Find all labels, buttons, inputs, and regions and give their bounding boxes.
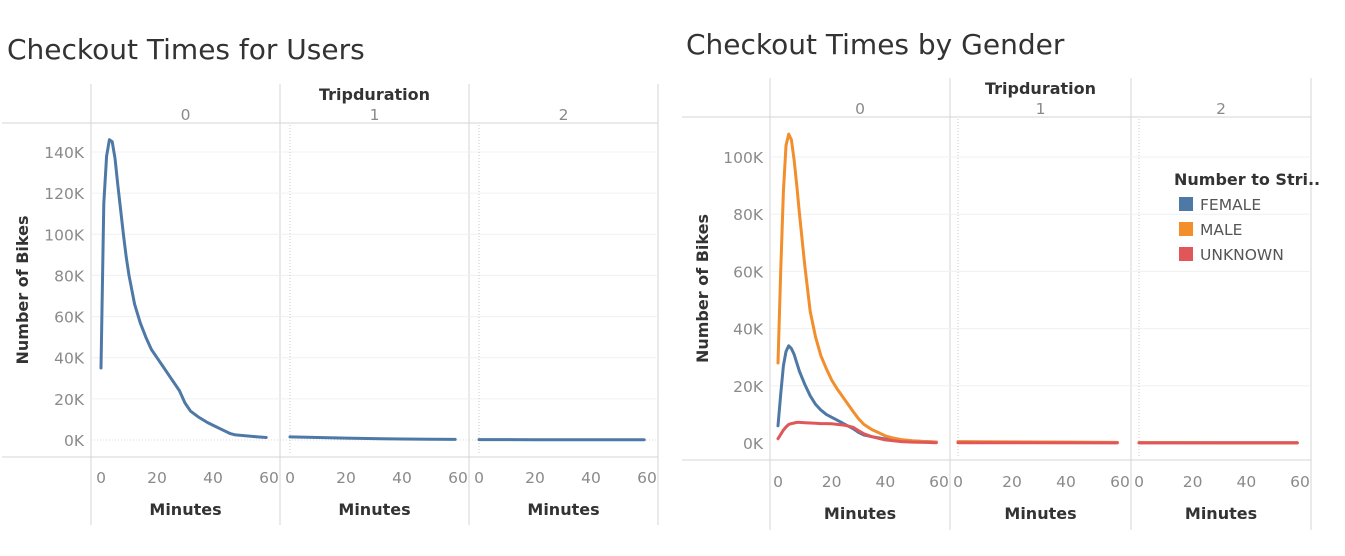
chart2-ytick-label: 100K (723, 149, 764, 167)
chart2-series-female-line (776, 344, 938, 444)
chart2-series-male-line (776, 132, 938, 444)
chart1-ytick-label: 60K (54, 309, 85, 327)
chart1-ytick-label: 0K (64, 432, 85, 450)
chart1-xtick-label: 0 (474, 469, 484, 487)
chart1-xtick-label: 20 (525, 469, 545, 487)
chart1-xlabel: Minutes (338, 500, 410, 519)
chart-2-title: Checkout Times by Gender (686, 28, 1065, 61)
chart2-ylabel: Number of Bikes (693, 214, 712, 363)
chart1-xtick-label: 40 (581, 469, 601, 487)
chart1-ytick-label: 140K (44, 144, 85, 162)
chart1-xlabel: Minutes (149, 500, 221, 519)
chart2-xtick-label: 40 (1236, 473, 1256, 491)
chart2-xtick-label: 20 (822, 473, 842, 491)
chart2-xtick-label: 0 (1134, 473, 1144, 491)
chart1-xtick-label: 20 (336, 469, 356, 487)
chart2-legend-title: Number to Stri.. (1174, 170, 1320, 189)
chart1-ytick-label: 40K (54, 350, 85, 368)
chart2-xtick-label: 40 (875, 473, 895, 491)
chart1-ylabel: Number of Bikes (13, 215, 32, 364)
chart2-ytick-label: 20K (733, 378, 764, 396)
chart1-series-users-line (288, 435, 457, 441)
chart1-xtick-label: 40 (392, 469, 412, 487)
chart2-xtick-label: 20 (1002, 473, 1022, 491)
chart2-legend-swatch-female (1179, 197, 1193, 211)
chart1-xtick-label: 60 (448, 469, 468, 487)
chart2-legend-label-male: MALE (1200, 221, 1242, 239)
chart1-ytick-label: 100K (44, 226, 85, 244)
chart2-series-unknown-line (776, 420, 938, 445)
chart2-xtick-label: 60 (1290, 473, 1310, 491)
chart2-legend-swatch-male (1179, 222, 1193, 236)
chart2-ytick-label: 80K (733, 206, 764, 224)
chart2-ytick-label: 60K (733, 263, 764, 281)
chart2-xtick-label: 20 (1183, 473, 1203, 491)
chart2-facet-value: 0 (855, 100, 865, 118)
chart2-xtick-label: 60 (929, 473, 949, 491)
chart2-facet-value: 2 (1216, 100, 1226, 118)
chart1-xtick-label: 0 (96, 469, 106, 487)
chart1-facet-value: 1 (370, 106, 380, 124)
chart2-xtick-label: 40 (1056, 473, 1076, 491)
chart2-xtick-label: 60 (1110, 473, 1130, 491)
chart1-ytick-label: 120K (44, 185, 85, 203)
chart2-legend-label-unknown: UNKNOWN (1200, 246, 1284, 264)
chart2-legend-swatch-unknown (1179, 247, 1193, 261)
chart2-xlabel: Minutes (824, 504, 896, 523)
chart2-xlabel: Minutes (1004, 504, 1076, 523)
chart-1-title: Checkout Times for Users (7, 33, 365, 66)
chart1-xtick-label: 0 (285, 469, 295, 487)
chart1-xtick-label: 60 (637, 469, 657, 487)
chart2-xtick-label: 0 (773, 473, 783, 491)
chart1-ytick-label: 80K (54, 267, 85, 285)
chart1-xtick-label: 60 (259, 469, 279, 487)
chart2-facet-label: Tripduration (985, 79, 1096, 98)
chart2-ytick-label: 0K (743, 435, 764, 453)
chart1-facet-value: 2 (559, 106, 569, 124)
chart1-facet-label: Tripduration (319, 85, 430, 104)
chart1-xlabel: Minutes (527, 500, 599, 519)
chart2-legend-label-female: FEMALE (1200, 196, 1261, 214)
chart1-facet-value: 0 (181, 106, 191, 124)
chart1-xtick-label: 40 (203, 469, 223, 487)
chart1-ytick-label: 20K (54, 391, 85, 409)
chart2-xlabel: Minutes (1185, 504, 1257, 523)
chart2-facet-value: 1 (1036, 100, 1046, 118)
chart2-ytick-label: 40K (733, 321, 764, 339)
chart2-xtick-label: 0 (953, 473, 963, 491)
chart1-series-users-line (99, 138, 268, 439)
chart1-xtick-label: 20 (147, 469, 167, 487)
